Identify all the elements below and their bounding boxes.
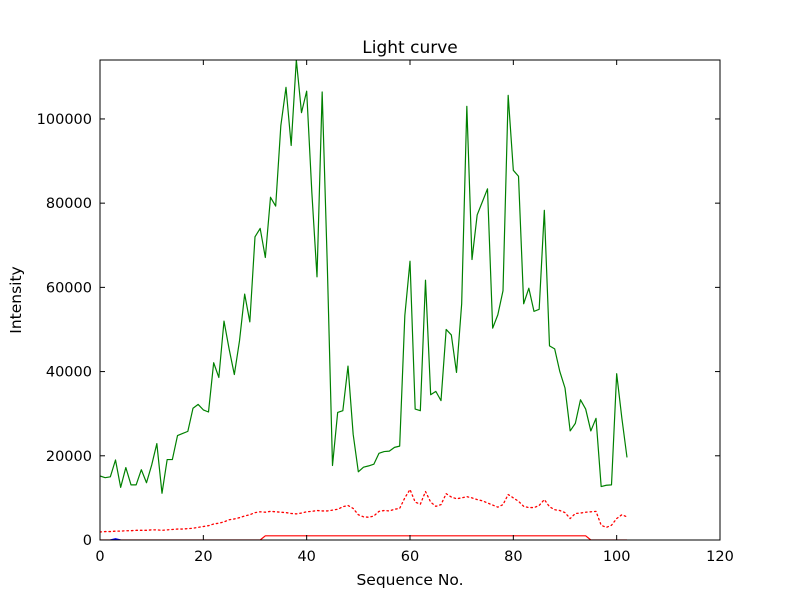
y-axis-label: Intensity: [7, 266, 25, 333]
series-line-1: [100, 60, 628, 494]
x-tick-label: 0: [95, 549, 104, 565]
y-axis: 0 20000 40000 60000 80000 100000: [37, 112, 720, 549]
chart-title: Light curve: [362, 38, 457, 58]
y-tick-label: 0: [83, 533, 92, 549]
y-tick-label: 60000: [46, 280, 92, 296]
x-tick-label: 100: [603, 549, 631, 565]
x-axis-label: Sequence No.: [356, 571, 463, 589]
y-tick-label: 80000: [46, 196, 92, 212]
series-line-3: [100, 535, 627, 540]
x-tick-label: 60: [401, 549, 419, 565]
y-tick-label: 100000: [37, 112, 92, 128]
series-line-2: [100, 488, 628, 533]
x-tick-label: 20: [194, 549, 212, 565]
y-tick-label: 20000: [46, 449, 92, 465]
x-tick-label: 120: [706, 549, 734, 565]
x-tick-label: 40: [297, 549, 315, 565]
y-tick-label: 40000: [46, 365, 92, 381]
x-axis: 0 20 40 60 80 100 120: [95, 60, 734, 565]
x-tick-label: 80: [504, 549, 522, 565]
